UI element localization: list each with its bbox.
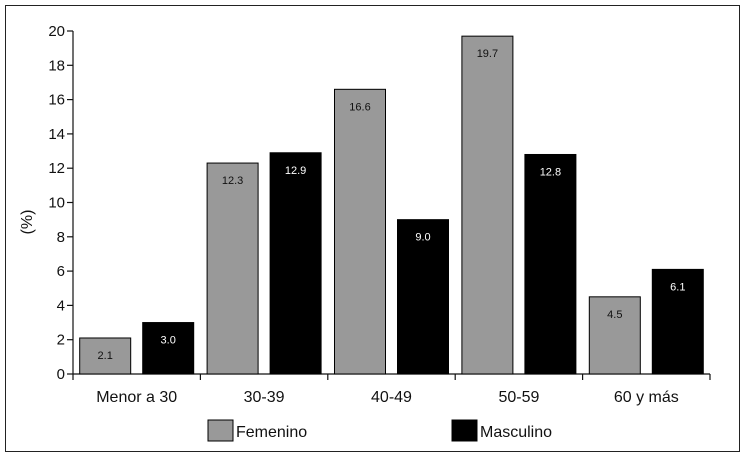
x-tick-label: 40-49 [371, 389, 412, 406]
bar-femenino [334, 88, 386, 375]
bar-masculino [397, 219, 449, 375]
legend-swatch-femenino [207, 419, 234, 442]
y-tick-label: 4 [57, 297, 65, 314]
x-tick-label: 60 y más [614, 389, 679, 406]
data-label: 12.8 [540, 166, 561, 178]
data-label: 12.9 [285, 165, 306, 177]
y-tick-label: 14 [48, 126, 65, 143]
x-tick-label: 50-59 [498, 389, 539, 406]
data-label: 4.5 [607, 309, 622, 321]
bars: 2.1 12.3 16.6 19.7 4.5 3.0 12.9 9.0 12.8 6.1 [79, 35, 704, 375]
data-label: 3.0 [161, 335, 176, 347]
legend: Femenino Masculino [207, 419, 552, 442]
bar-femenino [206, 162, 259, 375]
data-label: 12.3 [222, 175, 243, 187]
data-label: 6.1 [670, 281, 685, 293]
bar-masculino [142, 322, 195, 375]
legend-label-femenino: Femenino [236, 424, 307, 441]
y-tick-label: 20 [48, 23, 65, 40]
y-tick-label: 10 [48, 195, 65, 212]
x-tick-label: Menor a 30 [96, 389, 177, 406]
y-tick-label: 6 [57, 263, 65, 280]
data-label: 9.0 [415, 232, 430, 244]
data-label: 2.1 [98, 350, 113, 362]
legend-label-masculino: Masculino [480, 424, 552, 441]
y-axis: 0 2 4 6 8 10 12 14 16 18 20 [48, 23, 74, 383]
bar-masculino [651, 268, 704, 375]
x-axis: Menor a 30 30-39 40-49 50-59 60 y más [72, 373, 711, 406]
data-label: 19.7 [477, 48, 498, 60]
bar-masculino [524, 153, 577, 375]
y-axis-label: (%) [19, 210, 36, 235]
y-tick-label: 8 [57, 229, 65, 246]
bar-masculino [269, 152, 322, 375]
bar-femenino [461, 35, 514, 375]
bar-femenino [79, 337, 132, 375]
y-tick-label: 18 [48, 57, 65, 74]
y-tick-label: 0 [57, 366, 65, 383]
y-tick-label: 2 [57, 332, 65, 349]
x-tick-label: 30-39 [244, 389, 285, 406]
y-tick-label: 12 [48, 160, 65, 177]
data-label: 16.6 [349, 101, 370, 113]
bar-femenino [588, 296, 641, 375]
legend-swatch-masculino [451, 419, 478, 442]
y-tick-label: 16 [48, 92, 65, 109]
